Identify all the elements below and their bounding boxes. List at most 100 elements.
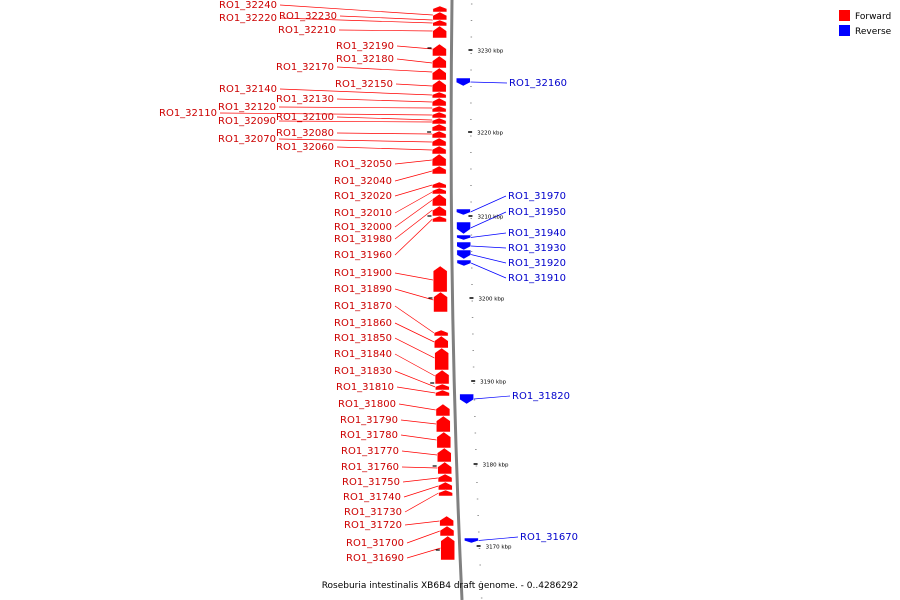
forward-gene-label[interactable]: RO1_31720 — [344, 520, 402, 531]
forward-gene-label[interactable]: RO1_32230 — [279, 11, 337, 22]
forward-gene-label[interactable]: RO1_32020 — [334, 191, 392, 202]
forward-gene-glyph[interactable] — [439, 515, 454, 527]
forward-gene-label[interactable]: RO1_31780 — [340, 430, 398, 441]
forward-gene-glyph[interactable] — [433, 291, 448, 313]
forward-gene-label[interactable]: RO1_31900 — [334, 268, 392, 279]
forward-gene-glyph[interactable] — [437, 447, 452, 463]
forward-gene-label[interactable]: RO1_32070 — [218, 134, 276, 145]
reverse-gene-label[interactable]: RO1_31950 — [508, 207, 566, 218]
forward-gene-glyph[interactable] — [435, 383, 450, 391]
forward-gene-label[interactable]: RO1_31840 — [334, 349, 392, 360]
forward-gene-label[interactable]: RO1_31740 — [343, 492, 401, 503]
forward-gene-glyph[interactable] — [431, 79, 447, 93]
forward-gene-glyph[interactable] — [432, 25, 447, 39]
forward-gene-glyph[interactable] — [431, 105, 447, 113]
forward-gene-glyph[interactable] — [434, 347, 449, 371]
forward-gene-label[interactable]: RO1_31730 — [344, 507, 402, 518]
forward-gene-glyph[interactable] — [432, 265, 448, 293]
forward-gene-label[interactable]: RO1_32080 — [276, 128, 334, 139]
forward-gene-glyph[interactable] — [431, 130, 447, 139]
forward-gene-label[interactable]: RO1_32000 — [334, 222, 392, 233]
forward-gene-label[interactable]: RO1_31850 — [334, 333, 392, 344]
forward-gene-glyph[interactable] — [431, 117, 447, 125]
reverse-gene-glyph[interactable] — [456, 221, 471, 235]
forward-gene-glyph[interactable] — [431, 97, 447, 107]
forward-gene-label[interactable]: RO1_32120 — [218, 102, 276, 113]
forward-gene-glyph[interactable] — [431, 153, 447, 167]
forward-gene-glyph[interactable] — [438, 489, 453, 497]
forward-gene-label[interactable]: RO1_31750 — [342, 477, 400, 488]
forward-gene-glyph[interactable] — [438, 481, 453, 491]
reverse-gene-label[interactable]: RO1_31910 — [508, 273, 566, 284]
forward-gene-label[interactable]: RO1_32240 — [219, 0, 277, 11]
forward-gene-glyph[interactable] — [431, 123, 447, 132]
forward-gene-glyph[interactable] — [431, 181, 447, 189]
reverse-gene-glyph[interactable] — [456, 208, 471, 216]
forward-gene-glyph[interactable] — [437, 473, 453, 483]
forward-gene-label[interactable]: RO1_31860 — [334, 318, 392, 329]
forward-gene-glyph[interactable] — [431, 111, 447, 119]
forward-gene-glyph[interactable] — [437, 461, 452, 475]
forward-gene-glyph[interactable] — [434, 369, 450, 385]
reverse-gene-label[interactable]: RO1_32160 — [509, 78, 567, 89]
reverse-gene-label[interactable]: RO1_31930 — [508, 243, 566, 254]
forward-gene-glyph[interactable] — [432, 5, 448, 13]
reverse-gene-label[interactable]: RO1_31820 — [512, 391, 570, 402]
forward-gene-glyph[interactable] — [432, 11, 448, 21]
forward-gene-label[interactable]: RO1_31830 — [334, 366, 392, 377]
reverse-gene-glyph[interactable] — [456, 249, 472, 260]
forward-gene-glyph[interactable] — [439, 525, 455, 537]
forward-gene-label[interactable]: RO1_32010 — [334, 208, 392, 219]
forward-gene-label[interactable]: RO1_32040 — [334, 176, 392, 187]
reverse-gene-glyph[interactable] — [464, 537, 479, 544]
forward-gene-glyph[interactable] — [432, 215, 447, 223]
forward-gene-label[interactable]: RO1_31890 — [334, 284, 392, 295]
forward-gene-label[interactable]: RO1_31790 — [340, 415, 398, 426]
forward-gene-glyph[interactable] — [436, 431, 452, 449]
reverse-gene-label[interactable]: RO1_31970 — [508, 191, 566, 202]
forward-gene-label[interactable]: RO1_32110 — [159, 108, 217, 119]
forward-gene-glyph[interactable] — [431, 91, 447, 99]
forward-gene-label[interactable]: RO1_31960 — [334, 250, 392, 261]
forward-gene-glyph[interactable] — [436, 415, 451, 433]
forward-gene-label[interactable]: RO1_32180 — [336, 54, 394, 65]
forward-gene-glyph[interactable] — [433, 329, 449, 337]
forward-gene-label[interactable]: RO1_31980 — [334, 234, 392, 245]
forward-gene-label[interactable]: RO1_31800 — [338, 399, 396, 410]
forward-gene-label[interactable]: RO1_32170 — [276, 62, 334, 73]
forward-gene-glyph[interactable] — [440, 535, 455, 561]
forward-gene-glyph[interactable] — [431, 165, 447, 175]
forward-gene-label[interactable]: RO1_32220 — [219, 13, 277, 24]
forward-gene-label[interactable]: RO1_32050 — [334, 159, 392, 170]
reverse-gene-label[interactable]: RO1_31920 — [508, 258, 566, 269]
forward-gene-label[interactable]: RO1_31770 — [341, 446, 399, 457]
reverse-gene-glyph[interactable] — [455, 77, 471, 87]
forward-gene-label[interactable]: RO1_32150 — [335, 79, 393, 90]
forward-gene-glyph[interactable] — [432, 193, 447, 207]
reverse-gene-glyph[interactable] — [456, 259, 472, 267]
forward-gene-label[interactable]: RO1_32100 — [276, 112, 334, 123]
forward-gene-glyph[interactable] — [432, 187, 447, 195]
reverse-gene-glyph[interactable] — [459, 393, 474, 405]
forward-gene-glyph[interactable] — [435, 389, 450, 397]
forward-gene-glyph[interactable] — [431, 145, 447, 155]
forward-gene-label[interactable]: RO1_32130 — [276, 94, 334, 105]
forward-gene-glyph[interactable] — [432, 205, 447, 217]
forward-gene-glyph[interactable] — [435, 403, 451, 417]
reverse-gene-glyph[interactable] — [456, 234, 471, 241]
forward-gene-label[interactable]: RO1_31700 — [346, 538, 404, 549]
forward-gene-label[interactable]: RO1_32140 — [219, 84, 277, 95]
forward-gene-label[interactable]: RO1_32060 — [276, 142, 334, 153]
forward-gene-label[interactable]: RO1_32210 — [278, 25, 336, 36]
forward-gene-glyph[interactable] — [431, 137, 447, 147]
forward-gene-glyph[interactable] — [434, 335, 449, 349]
reverse-gene-label[interactable]: RO1_31940 — [508, 228, 566, 239]
forward-gene-label[interactable]: RO1_32090 — [218, 116, 276, 127]
forward-gene-label[interactable]: RO1_31760 — [341, 462, 399, 473]
reverse-gene-glyph[interactable] — [456, 241, 471, 251]
reverse-gene-label[interactable]: RO1_31670 — [520, 532, 578, 543]
forward-gene-glyph[interactable] — [432, 19, 447, 27]
forward-gene-label[interactable]: RO1_31810 — [336, 382, 394, 393]
forward-gene-glyph[interactable] — [432, 43, 447, 57]
forward-gene-glyph[interactable] — [432, 55, 447, 69]
